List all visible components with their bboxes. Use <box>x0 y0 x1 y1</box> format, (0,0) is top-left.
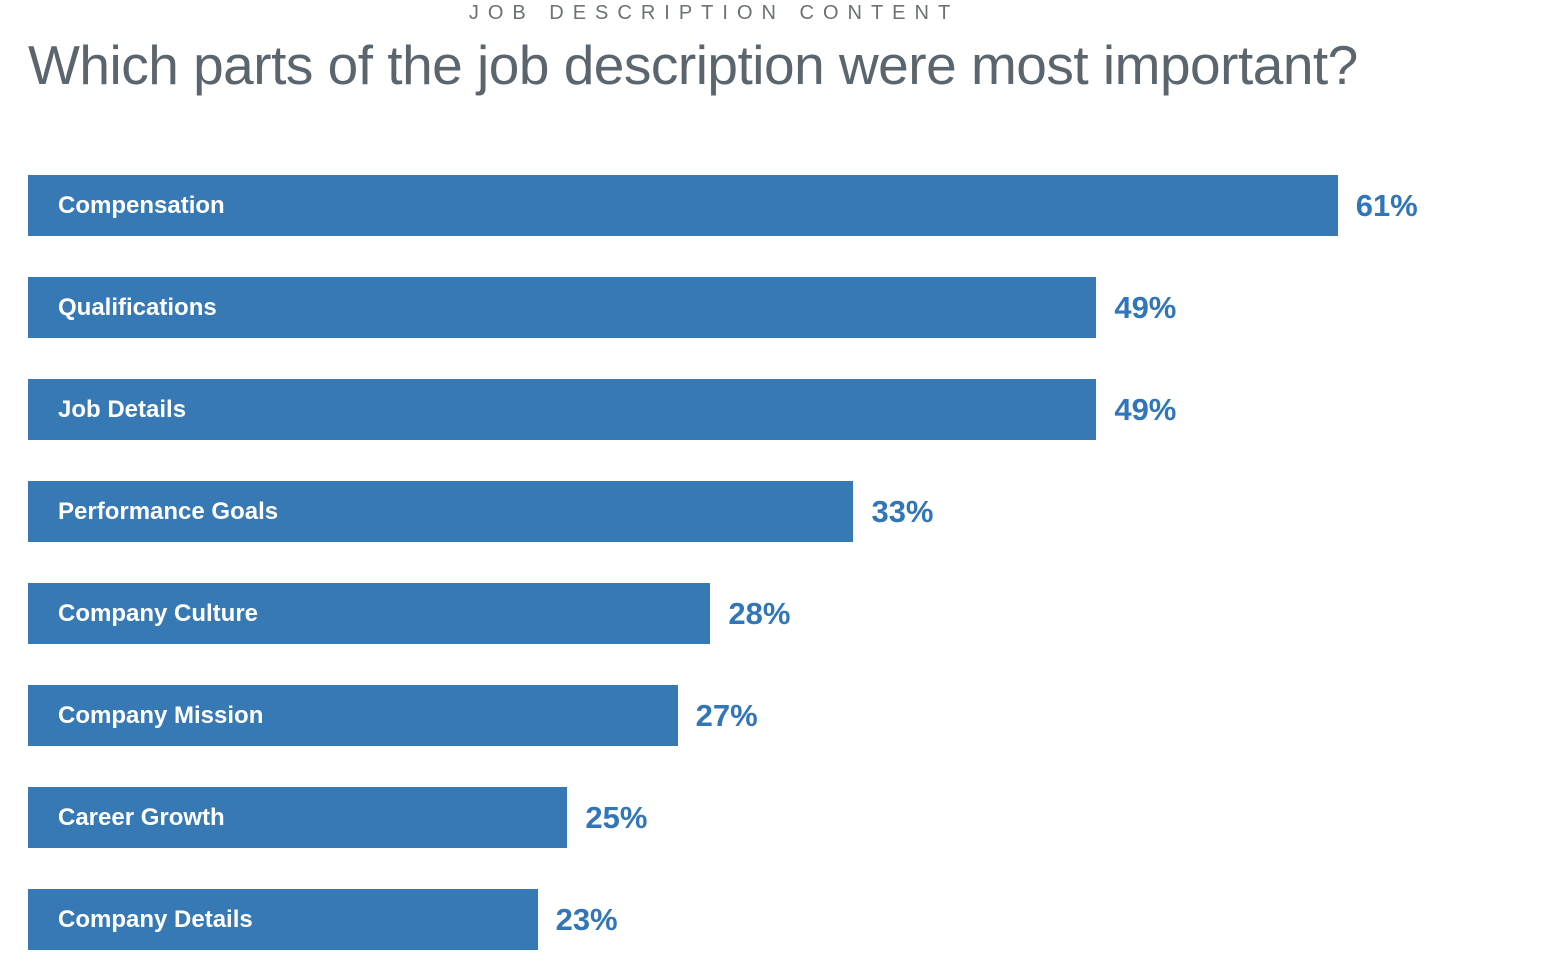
bar-value-label: 49% <box>1114 289 1177 325</box>
bar-value-label: 23% <box>555 901 618 937</box>
bar: Job Details <box>28 379 1097 440</box>
bar-value-label: 61% <box>1355 187 1418 223</box>
bar: Compensation <box>28 175 1338 236</box>
bar-value-label: 27% <box>695 697 758 733</box>
bar-value-label: 25% <box>585 799 648 835</box>
bar-category-label: Company Details <box>58 905 253 933</box>
bar: Performance Goals <box>28 481 854 542</box>
bar-category-label: Qualifications <box>58 293 217 321</box>
bar-value-label: 33% <box>871 493 934 529</box>
chart-header: JOB DESCRIPTION CONTENT Which parts of t… <box>28 0 1400 97</box>
bar-row: Company Details 23% <box>28 889 1518 950</box>
bar: Company Mission <box>28 685 678 746</box>
bar-row: Job Details 49% <box>28 379 1518 440</box>
chart-title: Which parts of the job description were … <box>28 34 1358 96</box>
chart-eyebrow: JOB DESCRIPTION CONTENT <box>468 2 960 24</box>
bar-category-label: Company Mission <box>58 701 264 729</box>
bar-category-label: Career Growth <box>58 803 225 831</box>
bar-row: Performance Goals 33% <box>28 481 1518 542</box>
bar-category-label: Compensation <box>58 191 225 219</box>
bar-row: Compensation 61% <box>28 175 1518 236</box>
bar-category-label: Company Culture <box>58 599 259 627</box>
bar-row: Qualifications 49% <box>28 277 1518 338</box>
bar-row: Company Culture 28% <box>28 583 1518 644</box>
bar: Qualifications <box>28 277 1097 338</box>
bar-value-label: 49% <box>1114 391 1177 427</box>
bar-row: Career Growth 25% <box>28 787 1518 848</box>
bar: Company Culture <box>28 583 711 644</box>
bar-category-label: Job Details <box>58 395 187 423</box>
bar: Company Details <box>28 889 538 950</box>
bar-chart: Compensation 61% Qualifications 49% Job … <box>28 175 1518 950</box>
bar-category-label: Performance Goals <box>58 497 279 525</box>
bar-value-label: 28% <box>728 595 791 631</box>
bar: Career Growth <box>28 787 568 848</box>
bar-row: Company Mission 27% <box>28 685 1518 746</box>
